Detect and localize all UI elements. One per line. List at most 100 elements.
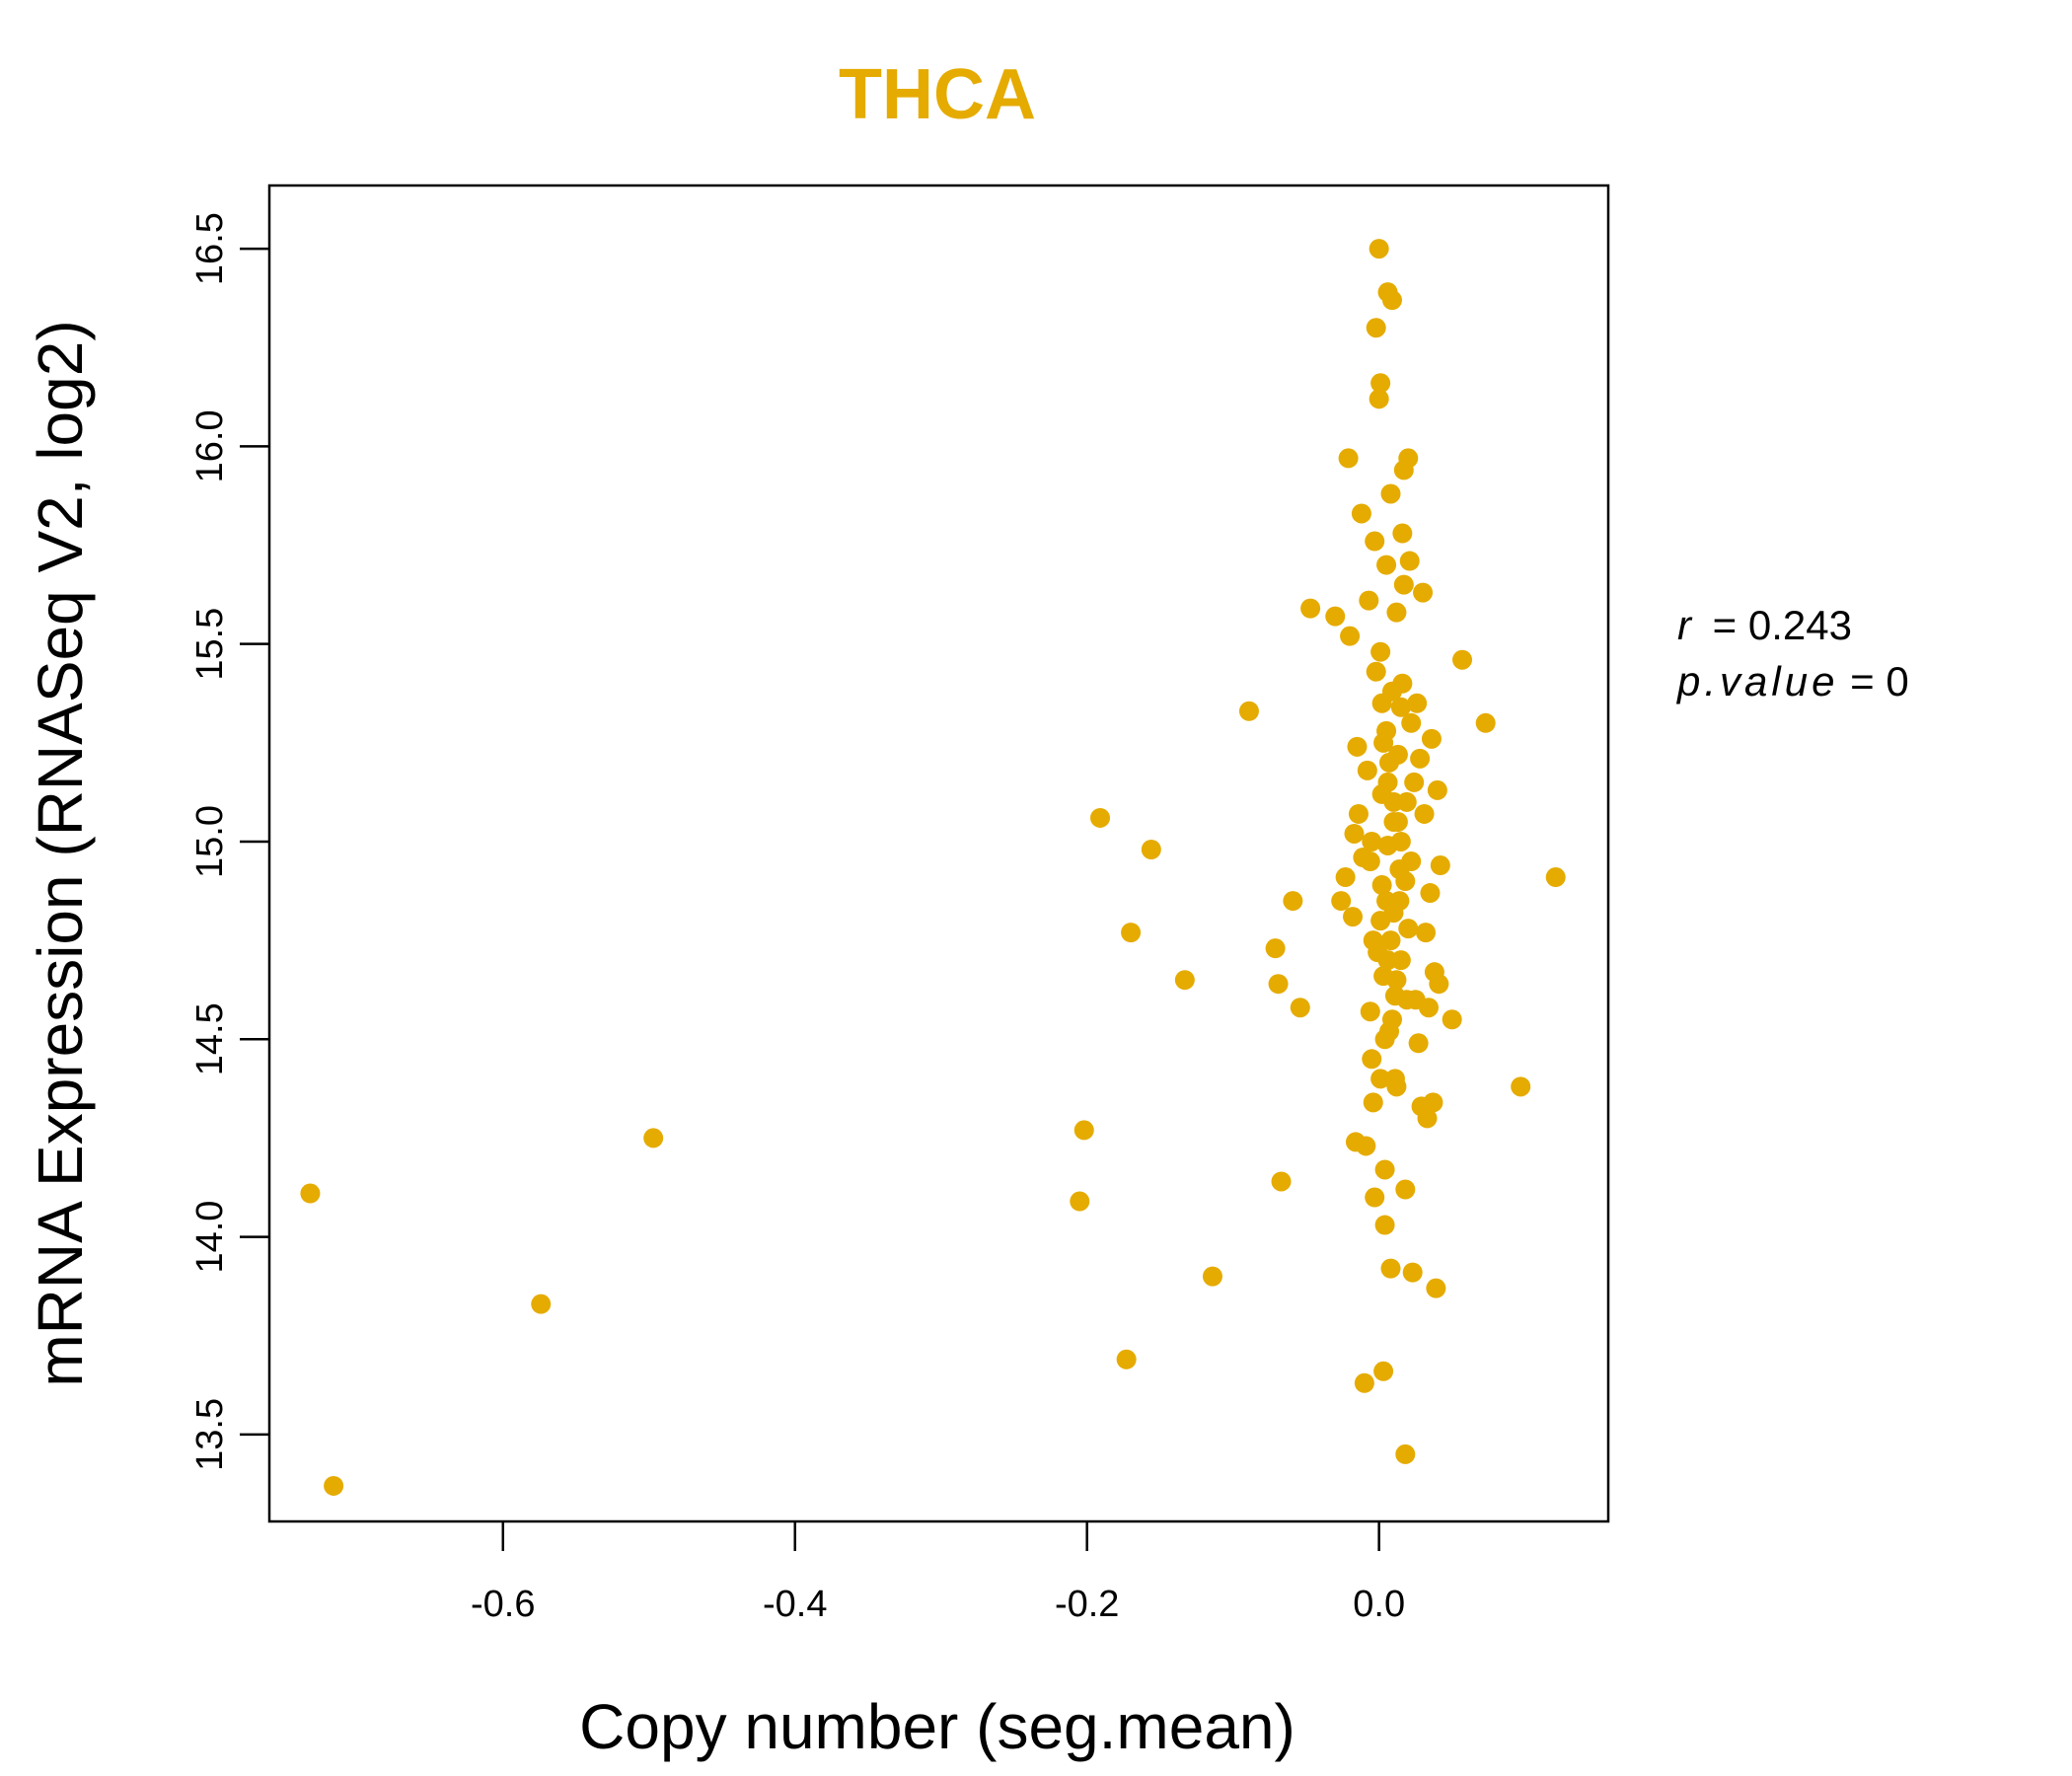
svg-text:r = 0.243: r = 0.243	[1677, 602, 1852, 648]
data-point	[1387, 811, 1408, 832]
data-point	[1141, 839, 1161, 859]
data-point	[1373, 732, 1394, 753]
data-point	[1374, 1215, 1395, 1235]
y-tick-label: 13.5	[189, 1398, 231, 1471]
data-point	[1395, 1443, 1416, 1464]
data-point	[1380, 483, 1401, 504]
y-tick-label: 14.5	[189, 1002, 231, 1075]
data-point	[1348, 803, 1369, 824]
data-point	[1070, 1191, 1090, 1212]
data-point	[1402, 1262, 1423, 1283]
data-point	[1338, 448, 1359, 469]
data-point	[1386, 602, 1407, 623]
stat-annotation: r = 0.243 p.value = 0	[1675, 602, 1909, 704]
data-point	[1331, 891, 1352, 912]
data-point	[1369, 389, 1389, 409]
data-point	[531, 1294, 552, 1314]
data-point	[1545, 867, 1566, 888]
y-tick-label: 16.5	[189, 212, 231, 285]
data-point	[1390, 697, 1411, 717]
data-point	[1265, 938, 1286, 959]
data-point	[1381, 1009, 1402, 1030]
data-point	[1421, 728, 1442, 749]
data-point	[1365, 531, 1385, 552]
data-point	[1283, 891, 1303, 912]
data-point	[1363, 930, 1383, 951]
data-point	[1404, 772, 1425, 792]
x-axis-ticks: -0.6 -0.4 -0.2 0.0	[471, 1521, 1405, 1625]
data-point	[1371, 693, 1392, 713]
data-point	[1377, 772, 1398, 792]
x-tick-label: 0.0	[1353, 1584, 1405, 1625]
data-point	[1343, 907, 1364, 927]
data-point	[1386, 970, 1407, 991]
p-value: 0	[1886, 658, 1908, 704]
p-label: p.value	[1675, 658, 1838, 704]
y-axis-label: mRNA Expression (RNASeq V2, log2)	[25, 320, 96, 1386]
data-point	[1370, 911, 1391, 931]
data-point	[1369, 239, 1389, 259]
data-point	[1362, 831, 1382, 851]
data-point	[1335, 867, 1356, 888]
data-point	[1356, 1136, 1376, 1156]
data-point	[1366, 661, 1386, 682]
data-point	[1373, 1361, 1394, 1381]
y-tick-label: 16.0	[189, 409, 231, 482]
x-tick-label: -0.2	[1055, 1584, 1119, 1625]
data-point	[1452, 649, 1473, 670]
data-point	[1475, 712, 1496, 733]
data-point	[1390, 831, 1411, 851]
data-point	[1325, 606, 1346, 627]
data-point	[1290, 998, 1310, 1018]
plot-frame	[267, 184, 1610, 1523]
chart-title: THCA	[839, 55, 1036, 134]
data-point	[300, 1183, 321, 1204]
data-point	[1511, 1076, 1531, 1097]
x-tick-label: -0.6	[471, 1584, 535, 1625]
data-point	[1398, 919, 1419, 939]
data-point	[1383, 791, 1404, 812]
data-point	[1379, 752, 1400, 773]
data-point	[1395, 871, 1416, 892]
r-label: r	[1677, 602, 1693, 648]
data-point	[1384, 1069, 1405, 1089]
data-point	[1370, 641, 1391, 662]
data-point	[1202, 1266, 1222, 1287]
data-point	[1381, 290, 1402, 311]
data-point	[1370, 373, 1391, 394]
data-point	[324, 1475, 344, 1496]
data-point	[1370, 1069, 1391, 1089]
y-axis-ticks: 13.5 14.0 14.5 15.0 15.5 16.0 16.5	[189, 212, 269, 1471]
data-point	[1392, 523, 1413, 544]
data-point	[1414, 803, 1435, 824]
r-value: 0.243	[1748, 602, 1852, 648]
data-point	[1380, 930, 1401, 951]
data-point	[1371, 875, 1392, 896]
data-point	[1407, 693, 1428, 713]
data-point	[1420, 883, 1441, 904]
data-point	[1442, 1009, 1462, 1030]
data-point	[1357, 760, 1377, 780]
data-point	[1365, 1187, 1385, 1208]
data-point	[1268, 974, 1289, 995]
x-axis-label: Copy number (seg.mean)	[579, 1691, 1295, 1762]
data-point	[1377, 950, 1398, 971]
data-point	[1344, 823, 1365, 844]
data-point	[1396, 990, 1417, 1010]
data-point	[643, 1128, 664, 1148]
data-point	[1401, 851, 1422, 872]
data-point	[1418, 998, 1439, 1018]
data-point	[1271, 1171, 1292, 1192]
data-point	[1376, 891, 1397, 912]
data-points	[300, 239, 1566, 1496]
data-point	[1121, 923, 1142, 943]
data-point	[1398, 448, 1419, 469]
data-point	[1360, 1001, 1380, 1022]
data-point	[1380, 1258, 1401, 1279]
data-point	[1423, 1092, 1443, 1113]
data-point	[1073, 1120, 1094, 1141]
data-point	[1427, 779, 1447, 800]
data-point	[1360, 851, 1380, 872]
data-point	[1300, 598, 1321, 619]
